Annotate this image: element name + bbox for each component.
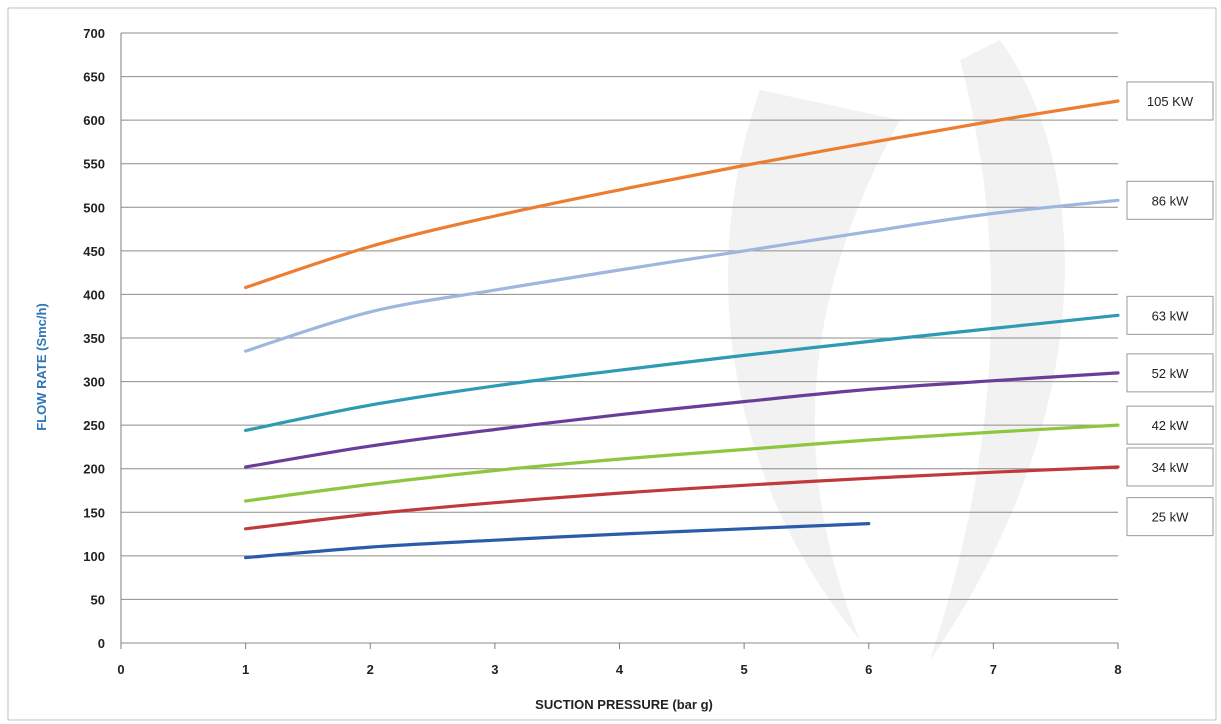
series-labels: 105 KW 86 kW 63 kW 52 kW 42 kW 34 kW 25 kW xyxy=(1126,81,1214,537)
series-line-63-kw xyxy=(244,313,1120,432)
series-label-25-kw: 25 kW xyxy=(1152,510,1190,525)
x-tick-label: 7 xyxy=(990,662,997,677)
x-tick-label: 1 xyxy=(242,662,249,677)
axes xyxy=(120,33,1119,649)
series-label-box-52-kw xyxy=(1126,353,1214,393)
y-tick-label: 200 xyxy=(83,462,105,477)
series-line-25-kw xyxy=(244,522,871,560)
watermark-logo xyxy=(728,40,1065,660)
series-line-34-kw xyxy=(244,465,1120,531)
x-tick-label: 5 xyxy=(741,662,748,677)
y-axis-title: FLOW RATE (Smc/h) xyxy=(34,303,49,431)
y-tick-label: 50 xyxy=(91,592,105,607)
x-tick-label: 0 xyxy=(117,662,124,677)
y-tick-label: 350 xyxy=(83,331,105,346)
x-tick-labels: 0 1 2 3 4 5 6 7 8 xyxy=(117,662,1121,677)
x-tick-label: 3 xyxy=(491,662,498,677)
x-tick-label: 2 xyxy=(367,662,374,677)
y-tick-label: 500 xyxy=(83,200,105,215)
y-tick-label: 250 xyxy=(83,418,105,433)
series-label-63-kw: 63 kW xyxy=(1152,308,1190,323)
y-tick-label: 0 xyxy=(98,636,105,651)
y-tick-label: 400 xyxy=(83,287,105,302)
y-tick-label: 150 xyxy=(83,505,105,520)
series-lines xyxy=(244,99,1120,560)
x-tick-label: 8 xyxy=(1114,662,1121,677)
series-label-box-105-kw xyxy=(1126,81,1214,121)
series-label-box-86-kw xyxy=(1126,180,1214,220)
series-label-34-kw: 34 kW xyxy=(1152,460,1190,475)
y-tick-label: 650 xyxy=(83,70,105,85)
y-tick-labels: 0 50 100 150 200 250 300 350 400 450 500 550 600 650 7… xyxy=(83,26,105,651)
x-tick-label: 4 xyxy=(616,662,624,677)
y-tick-label: 600 xyxy=(83,113,105,128)
y-tick-label: 450 xyxy=(83,244,105,259)
series-label-52-kw: 52 kW xyxy=(1152,366,1190,381)
x-tick-label: 6 xyxy=(865,662,872,677)
series-line-86-kw xyxy=(244,198,1120,353)
series-label-86-kw: 86 kW xyxy=(1152,193,1190,208)
series-label-box-42-kw xyxy=(1126,405,1214,445)
y-tick-label: 700 xyxy=(83,26,105,41)
y-tick-label: 550 xyxy=(83,157,105,172)
series-line-105-kw xyxy=(244,99,1120,290)
series-label-box-25-kw xyxy=(1126,497,1214,537)
series-label-box-34-kw xyxy=(1126,447,1214,487)
series-label-42-kw: 42 kW xyxy=(1152,418,1190,433)
y-tick-label: 100 xyxy=(83,549,105,564)
x-axis-title: SUCTION PRESSURE (bar g) xyxy=(535,697,713,712)
series-label-105-kw: 105 KW xyxy=(1147,94,1194,109)
series-line-42-kw xyxy=(244,423,1120,503)
series-line-52-kw xyxy=(244,371,1120,469)
y-tick-label: 300 xyxy=(83,375,105,390)
series-label-box-63-kw xyxy=(1126,295,1214,335)
